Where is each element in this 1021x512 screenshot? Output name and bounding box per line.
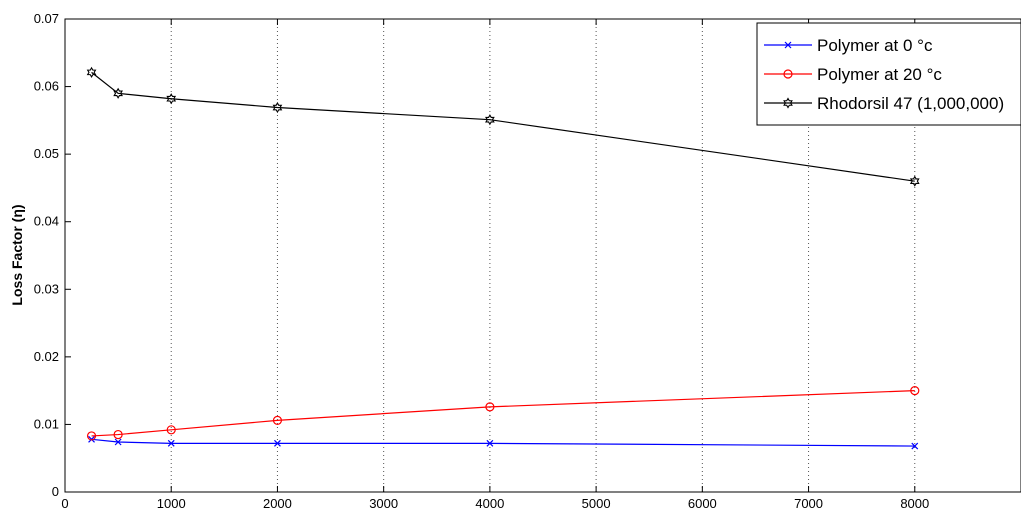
x-tick-label: 7000 [794,496,823,511]
y-tick-label: 0.04 [34,214,59,229]
y-tick-label: 0.05 [34,146,59,161]
x-tick-label: 8000 [900,496,929,511]
data-point [114,438,122,446]
data-point [910,386,920,396]
legend: Polymer at 0 °c Polymer at 20 °c Rhodorsil… [756,22,1021,126]
data-point [272,101,283,114]
x-tick-label: 4000 [475,496,504,511]
series-2 [86,386,920,441]
legend-label: Rhodorsil 47 (1,000,000) [817,94,1004,113]
y-tick-label: 0.03 [34,281,59,296]
data-point [485,402,495,412]
series-line [91,71,915,182]
x-tick-label: 6000 [688,496,717,511]
legend-entry: Rhodorsil 47 (1,000,000) [764,94,1004,113]
legend-label: Polymer at 0 °c [817,36,933,55]
data-point [486,439,494,447]
y-tick-label: 0.07 [34,11,59,26]
x-tick-label: 2000 [263,496,292,511]
axes: 0 1000 2000 3000 4000 5000 6000 7000 8000 0 0.01 0.… [34,11,930,511]
legend-label: Polymer at 20 °c [817,65,942,84]
data-point [113,429,123,440]
series-line [91,390,915,437]
x-tick-label: 0 [61,496,68,511]
data-point [86,431,97,441]
data-point [909,175,920,187]
legend-entry: Polymer at 0 °c [764,36,933,55]
data-point [272,415,283,425]
data-point [274,439,281,447]
series-3 [86,66,920,187]
data-point [167,439,175,447]
plot-frame [64,18,1021,493]
x-tick-label: 5000 [582,496,611,511]
data-point [86,66,97,78]
legend-marker [784,41,792,49]
series-line [91,438,915,447]
series-1 [88,435,919,450]
x-tick-label: 3000 [369,496,398,511]
legend-entry: Polymer at 20 °c [764,65,942,84]
series-layer [86,66,920,450]
data-point [166,425,176,435]
y-axis-label: Loss Factor (η) [9,204,25,305]
legend-marker [783,97,793,109]
grid [170,19,916,492]
x-tick-label: 1000 [157,496,186,511]
y-tick-label: 0.02 [34,349,59,364]
data-point [113,87,123,99]
y-tick-label: 0 [52,484,59,499]
data-point [166,93,177,105]
data-point [911,442,919,450]
data-point [485,114,495,126]
legend-marker [783,69,793,79]
data-point [88,435,95,443]
y-tick-label: 0.06 [34,79,59,94]
y-tick-label: 0.01 [34,416,59,431]
